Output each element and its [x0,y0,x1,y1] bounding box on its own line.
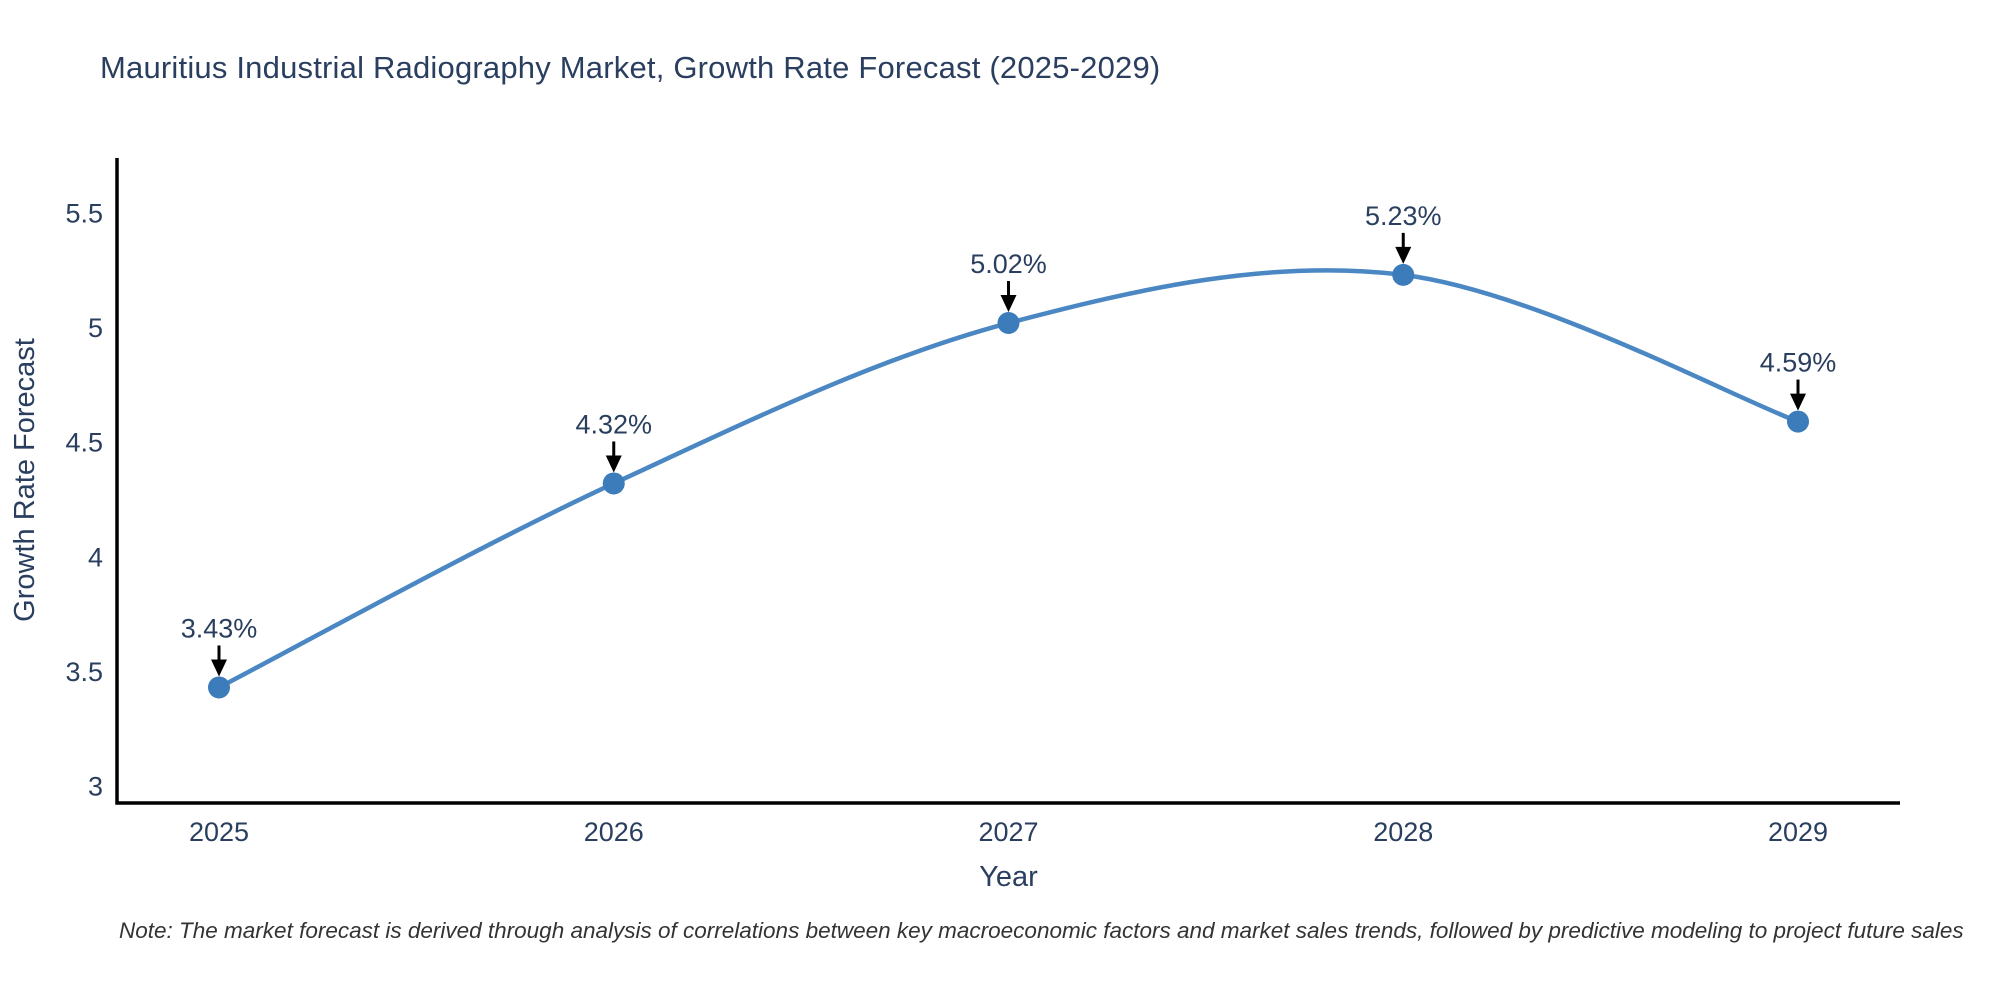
x-axis-tick-label: 2028 [1373,817,1433,847]
y-axis-tick-label: 5.5 [65,198,103,228]
x-axis-tick-label: 2027 [978,817,1038,847]
data-point-marker[interactable] [1787,410,1809,433]
y-axis-title: Growth Rate Forecast [9,338,41,622]
annotation-arrow-head [1395,246,1412,264]
data-point-marker[interactable] [208,676,230,699]
annotation-label: 5.23% [1365,201,1442,231]
annotation-arrow-head [605,455,622,473]
y-axis-tick-label: 4.5 [65,428,103,458]
data-point-marker[interactable] [1392,263,1415,286]
annotation-arrow-head [1790,393,1806,411]
footnote-text: Note: The market forecast is derived thr… [119,918,1964,943]
y-axis-tick-label: 3.5 [65,657,103,687]
annotation-label: 5.02% [970,249,1047,279]
annotation-arrow-head [1000,295,1017,313]
y-axis-tick-label: 4 [88,542,103,572]
y-axis-tick-label: 5 [88,313,103,343]
x-axis-tick-label: 2029 [1768,817,1828,847]
x-axis-tick-label: 2025 [189,817,249,847]
annotation-arrow-head [211,659,227,677]
annotation-label: 4.32% [575,409,652,439]
chart-title: Mauritius Industrial Radiography Market,… [100,50,1161,85]
annotation-label: 4.59% [1760,348,1837,378]
x-axis-tick-label: 2026 [584,817,644,847]
x-axis-title: Year [979,861,1038,893]
axis-lines [115,158,1900,805]
y-axis-tick-label: 3 [88,771,103,801]
data-point-marker[interactable] [602,472,625,495]
data-point-marker[interactable] [997,312,1020,335]
annotation-label: 3.43% [181,613,258,643]
